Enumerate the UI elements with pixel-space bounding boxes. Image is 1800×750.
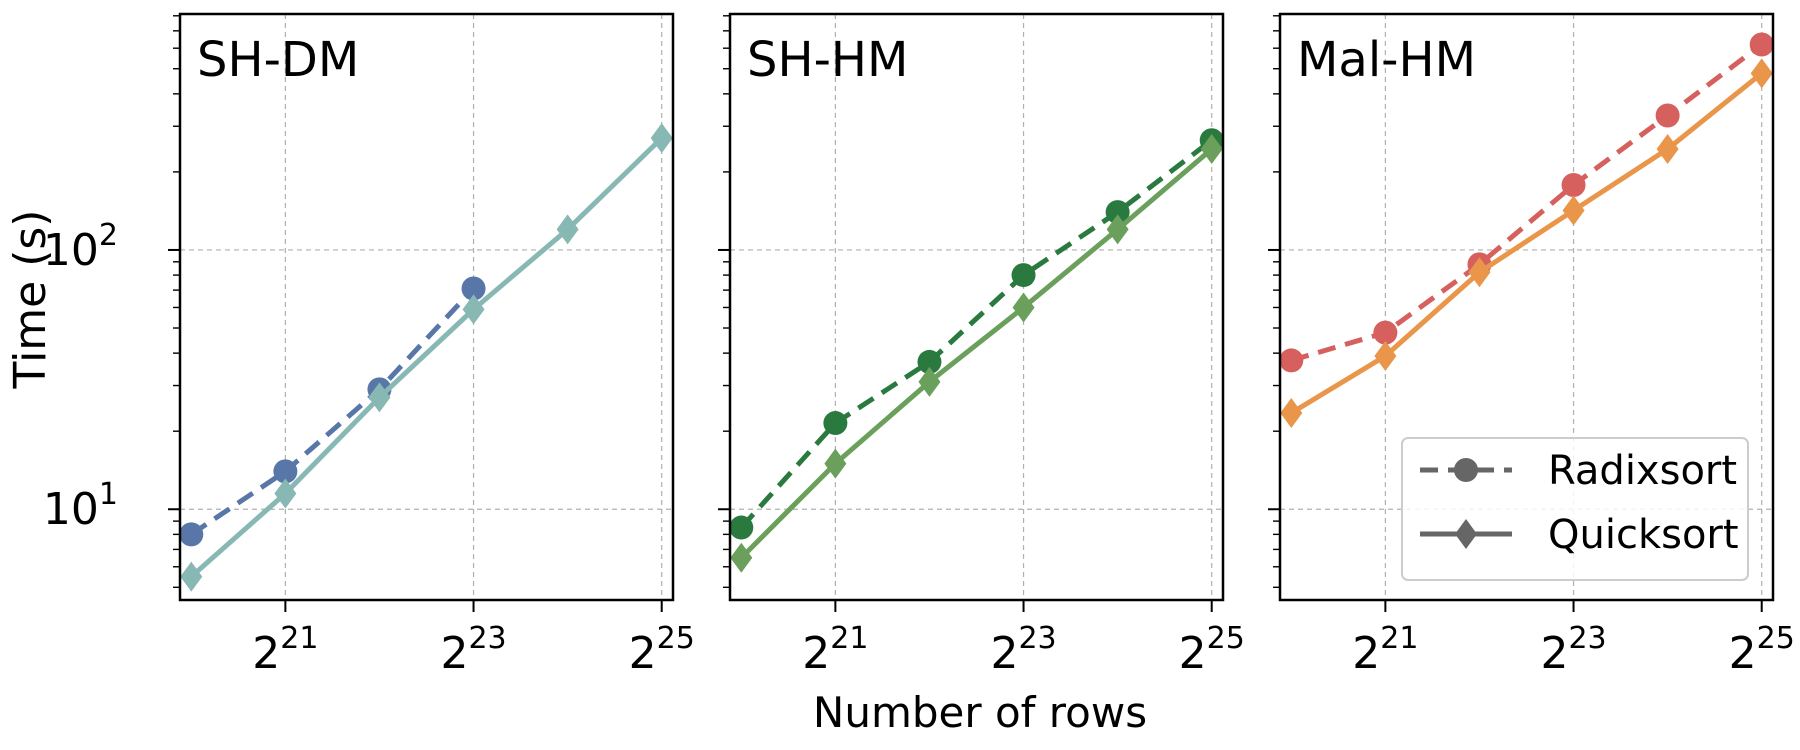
data-point-circle <box>1373 320 1398 345</box>
data-point-circle <box>917 349 942 374</box>
y-tick-label: 101 <box>43 477 118 535</box>
y-tick-base: 10 <box>43 225 99 276</box>
data-point-circle <box>1749 32 1773 57</box>
data-point-diamond <box>824 448 847 479</box>
x-tick-base: 2 <box>629 628 657 679</box>
x-axis-label: Number of rows <box>813 688 1147 737</box>
x-tick-label: 225 <box>1729 621 1795 679</box>
data-point-diamond <box>274 478 297 509</box>
x-tick-exp: 21 <box>280 621 318 656</box>
data-point-diamond <box>1200 134 1223 165</box>
x-tick-label: 223 <box>1540 621 1606 679</box>
series-radixsort <box>1280 32 1773 373</box>
data-point-circle <box>1280 348 1304 373</box>
x-tick-exp: 21 <box>1380 621 1418 656</box>
legend-box <box>1401 437 1749 581</box>
x-tick-base: 2 <box>1352 628 1380 679</box>
x-tick-base: 2 <box>990 628 1018 679</box>
series-line-radixsort <box>739 138 1214 530</box>
data-point-circle <box>461 276 486 301</box>
data-point-diamond <box>368 382 391 413</box>
series-line-quicksort <box>739 147 1214 560</box>
x-tick-exp: 25 <box>1757 621 1795 656</box>
x-tick-label: 221 <box>252 621 318 679</box>
series-radixsort <box>180 276 486 547</box>
y-tick-label: 102 <box>43 218 118 276</box>
x-tick-exp: 21 <box>830 621 868 656</box>
series-line-quicksort <box>1289 71 1764 416</box>
data-point-circle <box>1011 263 1036 288</box>
series-quicksort <box>730 134 1223 573</box>
panel-frame <box>728 12 1225 602</box>
data-point-diamond <box>918 366 941 397</box>
x-tick-label: 221 <box>802 621 868 679</box>
data-point-diamond <box>462 294 485 325</box>
data-point-diamond <box>1750 58 1773 89</box>
legend-quick-marker <box>1455 519 1477 549</box>
y-tick-exp: 1 <box>99 477 118 512</box>
legend: Radixsort Quicksort <box>1401 437 1749 581</box>
data-point-diamond <box>1562 195 1585 226</box>
y-axis-label: Time (s) <box>5 210 56 390</box>
data-point-diamond <box>1012 292 1035 323</box>
data-point-diamond <box>1374 340 1397 371</box>
data-point-diamond <box>556 214 579 245</box>
x-tick-base: 2 <box>1540 628 1568 679</box>
data-point-diamond <box>730 542 753 573</box>
x-tick-exp: 23 <box>1018 621 1056 656</box>
x-tick-base: 2 <box>802 628 830 679</box>
x-tick-base: 2 <box>1729 628 1757 679</box>
legend-radix-marker <box>1454 458 1478 482</box>
x-tick-exp: 23 <box>1568 621 1606 656</box>
panel-frame <box>178 12 675 602</box>
data-point-circle <box>1655 103 1680 128</box>
data-point-diamond <box>1106 214 1129 245</box>
data-point-diamond <box>1468 257 1491 288</box>
x-tick-label: 223 <box>440 621 506 679</box>
data-point-diamond <box>180 561 203 592</box>
data-point-circle <box>730 515 754 540</box>
series-line-quicksort <box>189 136 664 579</box>
x-tick-exp: 23 <box>468 621 506 656</box>
data-point-circle <box>823 411 848 436</box>
x-tick-base: 2 <box>252 628 280 679</box>
panel-title: SH-HM <box>747 32 908 88</box>
legend-radix-label: Radixsort <box>1548 448 1737 494</box>
legend-quick-label: Quicksort <box>1548 512 1739 558</box>
panel-frame <box>1278 12 1775 602</box>
y-tick-exp: 2 <box>99 218 118 253</box>
x-tick-label: 221 <box>1352 621 1418 679</box>
x-tick-label: 225 <box>1179 621 1245 679</box>
x-tick-label: 225 <box>629 621 695 679</box>
x-tick-base: 2 <box>1179 628 1207 679</box>
series-quicksort <box>1280 58 1773 429</box>
data-point-diamond <box>650 123 673 154</box>
data-point-diamond <box>1656 134 1679 165</box>
x-tick-exp: 25 <box>657 621 695 656</box>
data-point-diamond <box>1280 398 1303 429</box>
data-point-circle <box>273 459 298 484</box>
panel-title: Mal-HM <box>1297 32 1476 88</box>
x-tick-exp: 25 <box>1207 621 1245 656</box>
series-radixsort <box>730 128 1223 540</box>
series-quicksort <box>180 123 673 592</box>
panel-title: SH-DM <box>197 32 359 88</box>
x-tick-label: 223 <box>990 621 1056 679</box>
x-tick-base: 2 <box>440 628 468 679</box>
data-point-circle <box>180 522 204 547</box>
data-point-circle <box>1561 173 1586 198</box>
series-line-radixsort <box>189 286 476 537</box>
series-line-radixsort <box>1290 42 1764 363</box>
y-tick-base: 10 <box>43 484 99 535</box>
data-point-circle <box>1105 200 1130 225</box>
